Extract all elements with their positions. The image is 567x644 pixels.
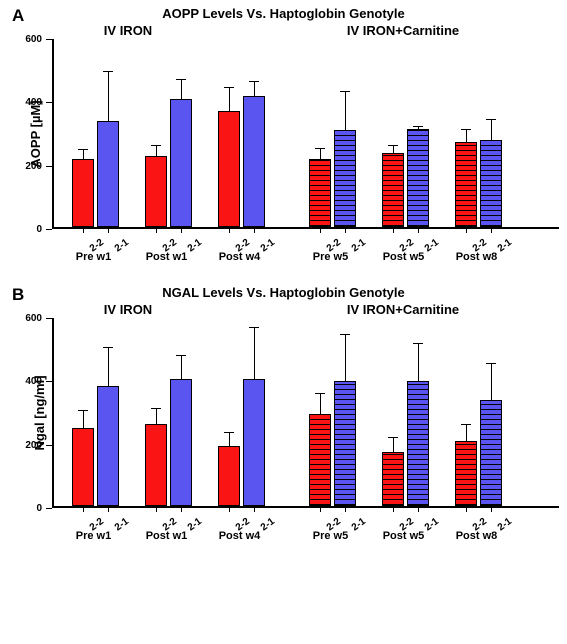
genotype-label: 2-1 bbox=[113, 237, 131, 254]
timepoint-label: Pre w5 bbox=[313, 251, 348, 263]
timepoint-label: Post w5 bbox=[383, 530, 425, 542]
treatment-label: IV IRON+Carnitine bbox=[347, 302, 459, 317]
timepoint-label: Post w4 bbox=[219, 251, 261, 263]
bar bbox=[455, 142, 477, 228]
bar bbox=[334, 381, 356, 506]
timepoint-label: Post w5 bbox=[383, 251, 425, 263]
bar bbox=[97, 386, 119, 506]
timepoint-label: Post w1 bbox=[146, 251, 188, 263]
timepoint-label: Post w1 bbox=[146, 530, 188, 542]
y-tick-label: 200 bbox=[25, 440, 42, 451]
bar bbox=[309, 414, 331, 506]
y-tick-label: 600 bbox=[25, 34, 42, 45]
timepoint-label: Post w8 bbox=[456, 251, 498, 263]
y-tick-label: 0 bbox=[36, 224, 42, 235]
plot-area bbox=[52, 39, 559, 229]
panels-container: AAOPP Levels Vs. Haptoglobin GenotyleIV … bbox=[8, 6, 559, 554]
treatment-label: IV IRON+Carnitine bbox=[347, 23, 459, 38]
bar bbox=[480, 400, 502, 506]
bar bbox=[407, 381, 429, 506]
genotype-label: 2-1 bbox=[350, 237, 368, 254]
bar bbox=[480, 140, 502, 227]
genotype-label: 2-1 bbox=[423, 516, 441, 533]
bar bbox=[170, 99, 192, 227]
bar bbox=[170, 379, 192, 506]
y-tick-label: 400 bbox=[25, 376, 42, 387]
bar bbox=[145, 156, 167, 227]
bar bbox=[407, 129, 429, 227]
treatment-label: IV IRON bbox=[104, 302, 152, 317]
y-tick-label: 0 bbox=[36, 503, 42, 514]
genotype-label: 2-1 bbox=[496, 237, 514, 254]
y-tick-label: 400 bbox=[25, 97, 42, 108]
genotype-label: 2-1 bbox=[496, 516, 514, 533]
timepoint-label: Post w4 bbox=[219, 530, 261, 542]
bar bbox=[72, 159, 94, 227]
treatment-label: IV IRON bbox=[104, 23, 152, 38]
bar bbox=[218, 111, 240, 227]
timepoint-label: Pre w5 bbox=[313, 530, 348, 542]
y-tick-label: 600 bbox=[25, 313, 42, 324]
timepoint-label: Pre w1 bbox=[76, 251, 111, 263]
panel-A: AAOPP Levels Vs. Haptoglobin GenotyleIV … bbox=[8, 6, 559, 275]
genotype-label: 2-1 bbox=[186, 516, 204, 533]
bar bbox=[243, 379, 265, 506]
genotype-label: 2-1 bbox=[259, 516, 277, 533]
genotype-label: 2-1 bbox=[259, 237, 277, 254]
panel-B: BNGAL Levels Vs. Haptoglobin GenotyleIV … bbox=[8, 285, 559, 554]
bar bbox=[334, 130, 356, 227]
y-tick-label: 200 bbox=[25, 161, 42, 172]
timepoint-label: Pre w1 bbox=[76, 530, 111, 542]
bar bbox=[382, 153, 404, 227]
bar bbox=[97, 121, 119, 227]
genotype-label: 2-1 bbox=[186, 237, 204, 254]
bar bbox=[243, 96, 265, 227]
bar bbox=[455, 441, 477, 506]
plot-area bbox=[52, 318, 559, 508]
bar bbox=[72, 428, 94, 506]
chart-title: NGAL Levels Vs. Haptoglobin Genotyle bbox=[8, 285, 559, 300]
genotype-label: 2-1 bbox=[423, 237, 441, 254]
genotype-label: 2-1 bbox=[113, 516, 131, 533]
bar bbox=[309, 159, 331, 227]
bar bbox=[145, 424, 167, 506]
figure: { "plot_height_px": 190, "plot_width_px"… bbox=[0, 0, 567, 570]
bar bbox=[218, 446, 240, 506]
genotype-label: 2-1 bbox=[350, 516, 368, 533]
timepoint-label: Post w8 bbox=[456, 530, 498, 542]
bar bbox=[382, 452, 404, 506]
chart-title: AOPP Levels Vs. Haptoglobin Genotyle bbox=[8, 6, 559, 21]
